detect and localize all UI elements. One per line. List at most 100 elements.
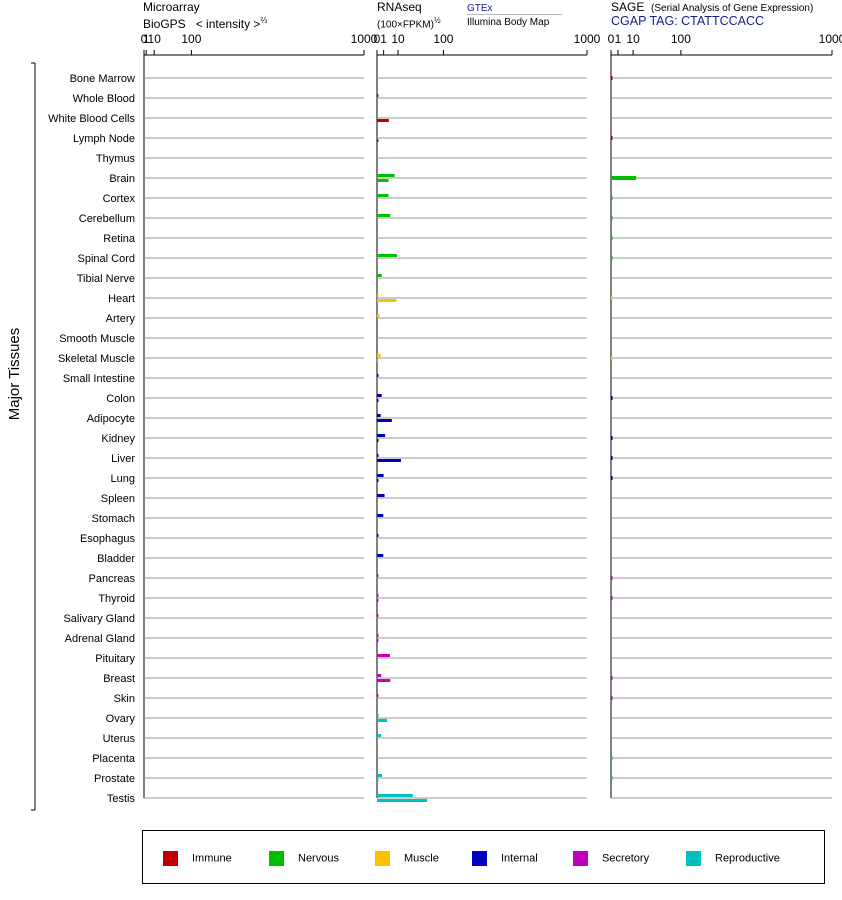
gtex-bar <box>377 294 379 297</box>
illumina-bar <box>377 719 388 722</box>
tissue-label: White Blood Cells <box>48 113 135 125</box>
sage-tick-label: 1 <box>615 32 622 46</box>
tissue-label: Tibial Nerve <box>77 273 135 285</box>
rnaseq-header: RNAseq (100×FPKM)½ <box>377 1 441 31</box>
sage-bar <box>611 676 613 680</box>
illumina-bar <box>377 399 379 402</box>
legend-label: Muscle <box>404 852 439 865</box>
illumina-bar <box>377 179 389 182</box>
rnaseq-exponent: ½ <box>433 16 441 25</box>
gtex-bar <box>377 314 380 317</box>
gtex-bar <box>377 94 379 97</box>
micro-tick-label: 1 <box>143 32 150 46</box>
gtex-bar <box>377 654 390 657</box>
sage-bar <box>611 596 613 600</box>
rnaseq-unit-text: (100×FPKM) <box>377 19 434 31</box>
tissue-label: Brain <box>109 173 135 185</box>
sage-bar <box>611 436 613 440</box>
gtex-bar <box>377 594 379 597</box>
legend-label: Nervous <box>298 852 339 865</box>
illumina-label: Illumina Body Map <box>467 17 550 28</box>
sage-tick-label: 1000 <box>819 32 842 46</box>
illumina-bar <box>377 639 379 642</box>
gtex-bar <box>377 554 384 557</box>
tissue-label: Breast <box>103 673 135 685</box>
gtex-bar <box>377 214 391 217</box>
microarray-title: Microarray <box>143 0 200 14</box>
tissue-label: Uterus <box>103 733 136 745</box>
gtex-bar <box>377 274 382 277</box>
gtex-bar <box>377 514 384 517</box>
tissue-label: Artery <box>106 313 136 325</box>
gtex-bar <box>377 574 379 577</box>
legend-label: Internal <box>501 852 538 865</box>
sage-tick-label: 100 <box>671 32 691 46</box>
gtex-label: GTEx <box>467 3 493 14</box>
micro-tick-label: 10 <box>148 32 162 46</box>
gtex-bar <box>377 394 382 397</box>
microarray-header: Microarray BioGPS < intensity >⅔ <box>143 1 267 31</box>
legend-item: Internal <box>472 851 538 866</box>
tissue-label: Whole Blood <box>73 93 135 105</box>
biogps-label: BioGPS <box>143 17 186 31</box>
illumina-bar <box>377 299 397 302</box>
legend-item: Nervous <box>269 851 339 866</box>
microarray-subtitle: BioGPS < intensity >⅔ <box>143 14 267 31</box>
tissue-label: Pancreas <box>89 573 136 585</box>
sage-bar <box>611 456 613 460</box>
rna-tick-label: 100 <box>433 32 453 46</box>
gtex-bar <box>377 434 386 437</box>
tissue-label: Spleen <box>101 493 135 505</box>
tissue-label: Skeletal Muscle <box>58 353 135 365</box>
gtex-bar <box>377 794 413 797</box>
tissue-label: Small Intestine <box>63 373 135 385</box>
tissue-label: Bladder <box>97 553 135 565</box>
illumina-bar <box>377 359 379 362</box>
sage-bar <box>611 356 613 360</box>
gtex-bar <box>377 774 383 777</box>
legend-swatch <box>573 851 588 866</box>
gtex-bar <box>377 254 397 257</box>
tissue-label: Spinal Cord <box>78 253 135 265</box>
illumina-bar <box>377 459 401 462</box>
legend-label: Secretory <box>602 852 650 865</box>
tissue-label: Esophagus <box>80 533 136 545</box>
tissue-label: Stomach <box>92 513 135 525</box>
tissue-label: Salivary Gland <box>63 613 135 625</box>
gtex-bar <box>377 454 379 457</box>
sage-bar <box>611 296 613 300</box>
sage-header: SAGE (Serial Analysis of Gene Expression… <box>611 1 813 15</box>
gtex-bar <box>377 354 381 357</box>
legend-item: Muscle <box>375 851 439 866</box>
gtex-bar <box>377 634 379 637</box>
gtex-bar <box>377 534 379 537</box>
intensity-exponent: ⅔ <box>260 16 268 25</box>
gtex-bar <box>377 174 395 177</box>
tissue-label: Ovary <box>106 713 136 725</box>
gtex-bar <box>377 194 389 197</box>
illumina-bar <box>377 599 379 602</box>
legend: Immune Nervous Muscle Internal Secretory Repr… <box>142 830 825 884</box>
illumina-bar <box>377 119 389 122</box>
gtex-bar <box>377 494 385 497</box>
gtex-bar <box>377 694 379 697</box>
gtex-bar <box>377 414 381 417</box>
tissue-label: Lung <box>111 473 135 485</box>
sage-bar <box>611 756 613 760</box>
tissue-label: Retina <box>103 233 136 245</box>
tissue-label: Thymus <box>96 153 136 165</box>
sage-bar <box>611 196 613 200</box>
sage-bar <box>611 216 613 220</box>
legend-label: Immune <box>192 852 232 865</box>
tissue-label: Bone Marrow <box>70 73 135 85</box>
tissue-label: Heart <box>108 293 135 305</box>
tissue-label: Smooth Muscle <box>59 333 135 345</box>
tissue-label: Cortex <box>103 193 136 205</box>
sage-bar <box>611 136 613 140</box>
gtex-bar <box>377 734 382 737</box>
tissue-label: Colon <box>106 393 135 405</box>
legend-swatch <box>472 851 487 866</box>
gtex-bar <box>377 614 379 617</box>
tissue-label: Adipocyte <box>87 413 135 425</box>
